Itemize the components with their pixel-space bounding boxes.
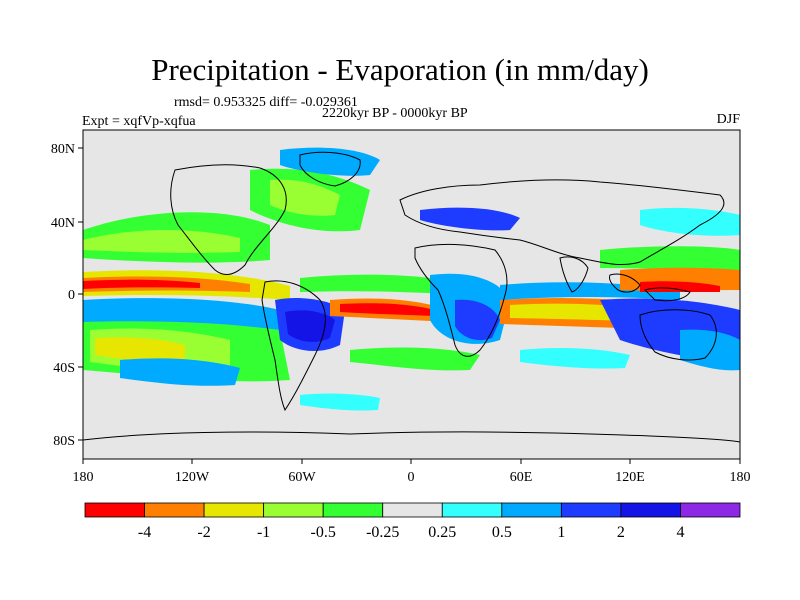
lat-tick-label: 40N: [51, 216, 75, 231]
colorbar-label: 1: [557, 524, 565, 541]
lon-tick-label: 180: [73, 470, 94, 485]
lon-tick-label: 120E: [615, 470, 645, 485]
map-title: Precipitation - Evaporation (in mm/day): [151, 52, 649, 87]
colorbar-swatch: [620, 502, 681, 518]
colorbar-swatch: [322, 502, 384, 518]
lat-axis: 80N 40N 0 40S 80S: [51, 142, 83, 449]
colorbar-swatch: [263, 502, 324, 518]
colorbar-label: -1: [257, 524, 270, 541]
colorbar-swatch: [382, 502, 443, 518]
lon-axis: 180 120W 60W 0 60E 120E 180: [73, 459, 751, 485]
colorbar-swatch: [680, 502, 741, 518]
lat-tick-label: 80S: [53, 434, 75, 449]
colorbar-swatch: [84, 502, 145, 518]
rmsd-diff-stats: rmsd= 0.953325 diff= -0.029361: [174, 95, 358, 110]
lon-tick-label: 60E: [510, 470, 533, 485]
lon-tick-label: 120W: [175, 470, 210, 485]
lon-tick-label: 60W: [288, 470, 316, 485]
colorbar-swatch: [203, 502, 265, 518]
lon-tick-label: 0: [408, 470, 415, 485]
colorbar-swatch: [144, 502, 205, 518]
season-label: DJF: [716, 112, 740, 127]
experiment-label: Expt = xqfVp-xqfua: [82, 114, 196, 129]
time-period-label: 2220kyr BP - 0000kyr BP: [322, 106, 468, 121]
colorbar-label: -0.5: [311, 524, 336, 541]
colorbar-swatch: [441, 502, 503, 518]
coastlines: [83, 151, 740, 443]
colorbar-label: 0.25: [428, 524, 456, 541]
colorbar-label: 0.5: [492, 524, 512, 541]
lon-tick-label: 180: [730, 470, 751, 485]
lat-tick-label: 0: [68, 288, 75, 303]
colorbar-swatch: [560, 502, 622, 518]
colorbar-label: -2: [197, 524, 210, 541]
contour-fields: [83, 147, 740, 411]
colorbar-label: 4: [676, 524, 684, 541]
colorbar-swatch: [501, 502, 562, 518]
lat-tick-label: 80N: [51, 142, 75, 157]
colorbar-label: -0.25: [366, 524, 399, 541]
lat-tick-label: 40S: [53, 361, 75, 376]
map-plot-area: [83, 130, 740, 459]
colorbar: -4 -2 -1 -0.5 -0.25 0.25 0.5 1 2 4: [84, 502, 741, 541]
colorbar-label: -4: [138, 524, 151, 541]
colorbar-label: 2: [617, 524, 625, 541]
